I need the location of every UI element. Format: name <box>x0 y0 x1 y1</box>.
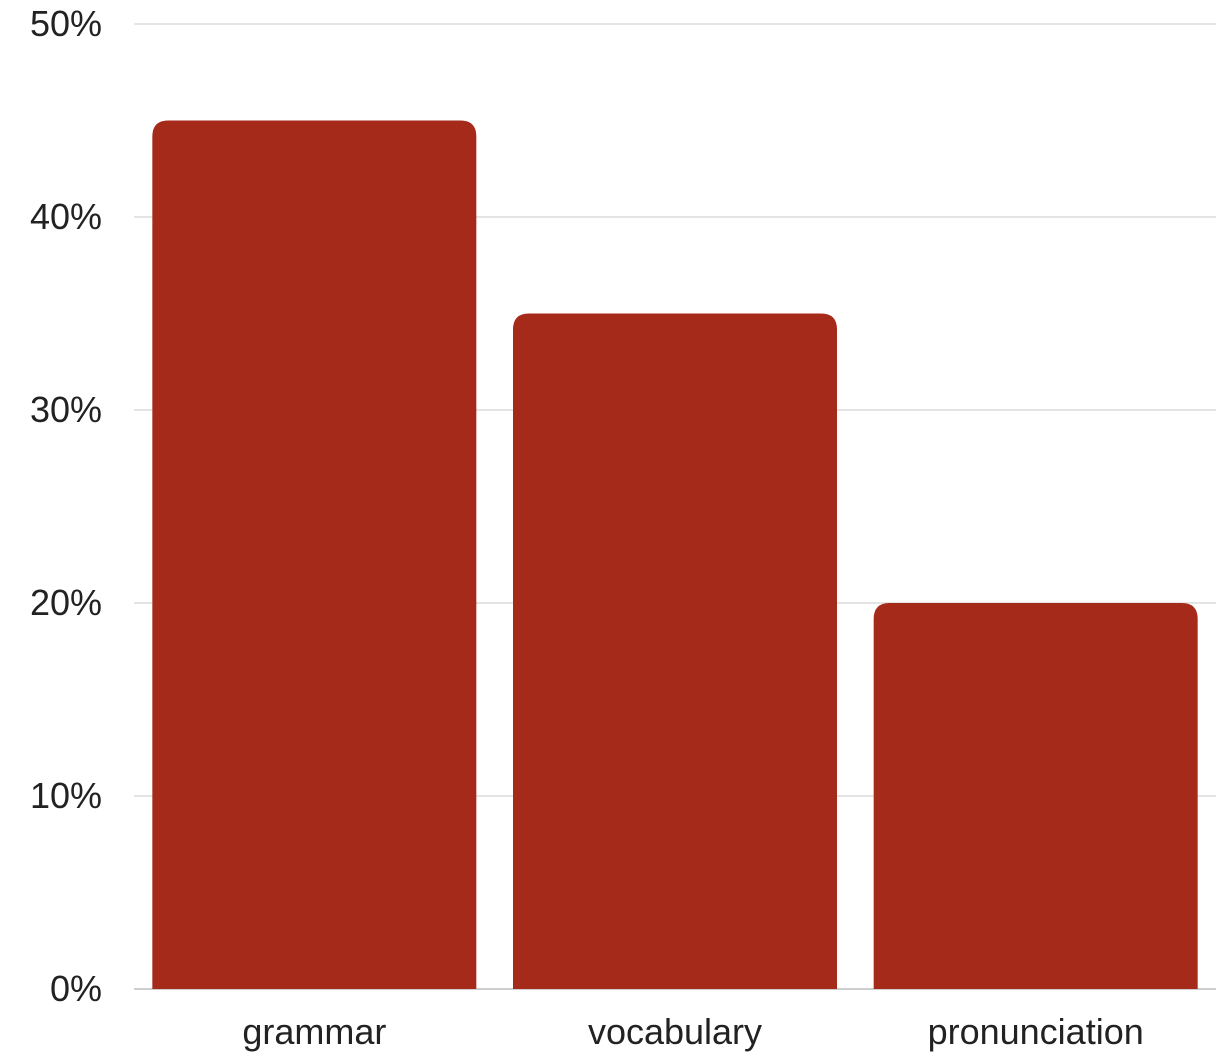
y-tick-label-0: 0% <box>50 968 102 1009</box>
y-tick-label-50: 50% <box>30 3 102 44</box>
y-axis-ticks: 0% 10% 20% 30% 40% 50% <box>30 3 102 1009</box>
y-tick-label-20: 20% <box>30 582 102 623</box>
y-tick-label-40: 40% <box>30 196 102 237</box>
y-tick-label-30: 30% <box>30 389 102 430</box>
bars <box>152 120 1198 989</box>
x-category-label-pronunciation: pronunciation <box>928 1011 1144 1052</box>
x-category-label-grammar: grammar <box>242 1011 386 1052</box>
y-tick-label-10: 10% <box>30 775 102 816</box>
bar-pronunciation <box>873 603 1198 989</box>
x-axis-categories: grammar vocabulary pronunciation <box>242 1011 1143 1052</box>
bar-grammar <box>152 120 477 989</box>
bar-vocabulary <box>513 313 837 989</box>
x-category-label-vocabulary: vocabulary <box>588 1011 762 1052</box>
